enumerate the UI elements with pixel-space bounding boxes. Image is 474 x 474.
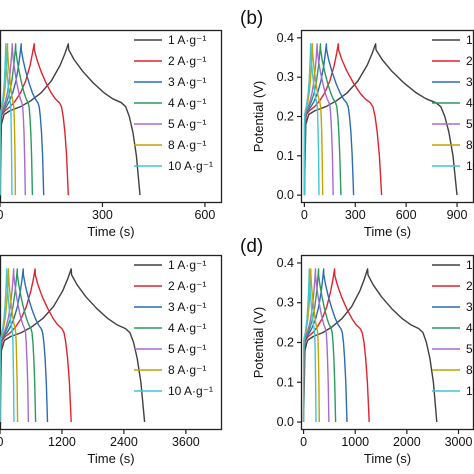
y-axis-label: Potential (V) [251,307,266,379]
legend-label: 8 A·g⁻¹ [466,363,474,377]
legend-label: 3 A·g⁻¹ [168,75,206,89]
legend-label: 2 A·g⁻¹ [466,279,474,293]
series-line [0,268,30,423]
panel-d: 0 1000 2000 3000 Time (s) 0.0 0.1 0.2 0.3 0.4 Pote… [251,254,474,466]
legend-label: 5 A·g⁻¹ [168,342,206,356]
series-line [0,268,49,423]
legend-label: 10 A·g⁻¹ [168,159,213,173]
series-line [0,268,37,423]
legend-label: 1 A·g⁻¹ [466,258,474,272]
legend-label: 2 A·g⁻¹ [168,279,206,293]
series-line [302,268,370,423]
panel-letter-b: (b) [240,8,263,29]
legend-label: 2 A·g⁻¹ [466,54,474,68]
y-tick-label: 0.3 [277,70,294,84]
x-tick-label: 300 [345,208,366,222]
y-axis-label: Potential (V) [251,81,266,153]
series-group [0,268,146,423]
legend-label: 3 A·g⁻¹ [466,300,474,314]
y-tick-label: 0.3 [277,296,294,310]
legend: 1 A·g⁻¹ 2 A·g⁻¹ 3 A·g⁻¹ 4 A·g⁻¹ 5 A·g⁻¹ 8 A·g… [432,258,474,398]
panel-letter-d: (d) [240,236,263,257]
x-tick-label: 2000 [393,435,421,449]
x-tick-label: 0 [0,208,4,222]
legend-label: 4 A·g⁻¹ [466,96,474,110]
legend-label: 4 A·g⁻¹ [168,96,206,110]
x-tick-label: 600 [396,208,417,222]
series-line [303,43,334,196]
x-tick-label: 1200 [48,435,76,449]
series-line [303,43,355,196]
legend-label: 10 A·g⁻¹ [466,384,474,398]
x-axis-label: Time (s) [364,451,411,466]
x-axis-label: Time (s) [87,224,134,239]
panel-c: 0 1200 2400 3600 Time (s) 1 A·g⁻¹ 2 A·g⁻¹ 3 A·g… [0,254,223,466]
series-line [0,43,26,196]
series-group [303,43,458,196]
y-tick-label: 0.4 [277,256,294,270]
legend-label: 1 A·g⁻¹ [168,33,206,47]
series-line [303,43,342,196]
legend-label: 1 A·g⁻¹ [466,33,474,47]
legend-label: 4 A·g⁻¹ [466,321,474,335]
x-tick-label: 2400 [110,435,138,449]
series-line [303,43,383,196]
y-tick-label: 0.0 [277,415,294,429]
legend-label: 8 A·g⁻¹ [466,138,474,152]
series-line [0,43,13,196]
x-tick-label: 0 [300,435,307,449]
x-axis-label: Time (s) [87,451,134,466]
x-tick-label: 0 [301,208,308,222]
x-tick-label: 3600 [172,435,200,449]
series-line [0,43,34,196]
legend-label: 5 A·g⁻¹ [168,117,206,131]
series-line [0,43,141,196]
legend-label: 10 A·g⁻¹ [466,159,474,173]
series-line [0,43,45,196]
series-line [302,268,348,423]
legend-label: 2 A·g⁻¹ [168,54,206,68]
legend-label: 4 A·g⁻¹ [168,321,206,335]
series-line [302,268,438,423]
x-tick-label: 300 [92,208,113,222]
legend: 1 A·g⁻¹ 2 A·g⁻¹ 3 A·g⁻¹ 4 A·g⁻¹ 5 A·g⁻¹ 8 A·g… [134,33,213,173]
legend-label: 8 A·g⁻¹ [168,138,206,152]
legend-label: 3 A·g⁻¹ [466,75,474,89]
series-line [0,268,146,423]
x-axis-label: Time (s) [364,224,411,239]
y-tick-label: 0.2 [277,336,294,350]
legend-label: 1 A·g⁻¹ [168,258,206,272]
series-line [0,43,69,196]
series-group [302,268,438,423]
series-line [303,43,458,196]
series-line [303,43,320,196]
legend-label: 10 A·g⁻¹ [168,384,213,398]
series-line [302,268,330,423]
legend-label: 8 A·g⁻¹ [168,363,206,377]
x-tick-label: 600 [194,208,215,222]
series-line [0,268,72,423]
y-tick-label: 0.0 [277,188,294,202]
x-tick-label: 1000 [341,435,369,449]
y-tick-label: 0.4 [277,31,294,45]
y-tick-label: 0.1 [277,375,294,389]
series-line [302,268,317,423]
x-tick-label: 900 [447,208,468,222]
y-tick-label: 0.1 [277,149,294,163]
panel-b: 0 300 600 900 Time (s) 0.0 0.1 0.2 0.3 0.4 Potenti… [251,29,474,239]
legend: 1 A·g⁻¹ 2 A·g⁻¹ 3 A·g⁻¹ 4 A·g⁻¹ 5 A·g⁻¹ 8 A·g… [134,258,213,398]
x-tick-label: 0 [0,435,4,449]
series-line [302,268,337,423]
series-line [0,268,15,423]
legend-label: 5 A·g⁻¹ [466,342,474,356]
series-group [0,43,141,196]
legend: 1 A·g⁻¹ 2 A·g⁻¹ 3 A·g⁻¹ 4 A·g⁻¹ 5 A·g⁻¹ 8 A·g… [432,33,474,173]
legend-label: 5 A·g⁻¹ [466,117,474,131]
x-tick-label: 3000 [445,435,473,449]
legend-label: 3 A·g⁻¹ [168,300,206,314]
y-tick-label: 0.2 [277,110,294,124]
panel-a: 0 300 600 Time (s) 1 A·g⁻¹ 2 A·g⁻¹ 3 A·g⁻¹ 4 A·… [0,29,223,239]
